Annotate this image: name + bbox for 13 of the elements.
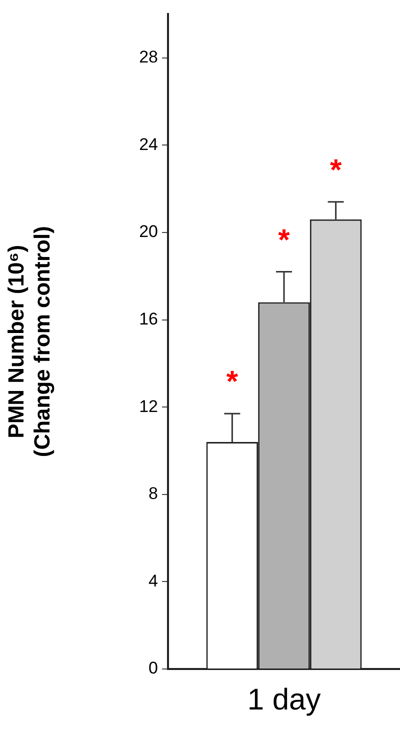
annotation: * bbox=[278, 224, 290, 257]
y-tick-label: 12 bbox=[139, 396, 158, 416]
y-tick-label: 28 bbox=[139, 48, 158, 67]
y-tick-label: 8 bbox=[148, 484, 158, 504]
y-axis-title: PMN Number (10⁶) (Change from control) bbox=[3, 226, 55, 458]
x-tick-label: 1 day bbox=[247, 683, 321, 716]
y-tick-label: 0 bbox=[148, 658, 158, 678]
y-tick-label: 16 bbox=[139, 309, 158, 328]
annotation: * bbox=[330, 154, 342, 187]
y-tick-label: 20 bbox=[139, 222, 158, 242]
y-tick-label: 4 bbox=[148, 571, 158, 590]
y-tick-label: 24 bbox=[139, 134, 158, 154]
annotation: * bbox=[226, 366, 238, 399]
